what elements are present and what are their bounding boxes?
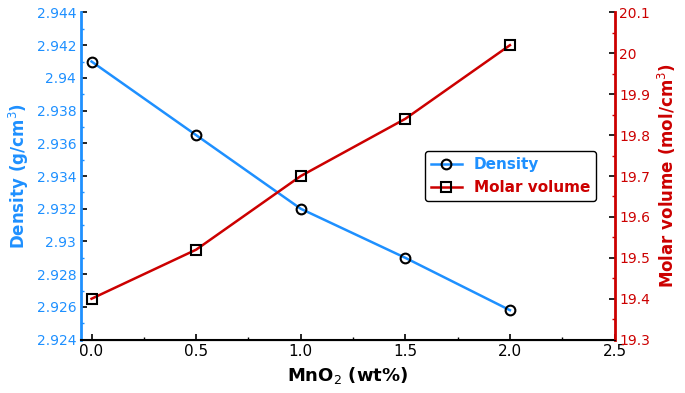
Molar volume	[506, 43, 514, 48]
Y-axis label: Molar volume (mol/cm$^3$): Molar volume (mol/cm$^3$)	[656, 64, 678, 288]
Molar volume	[297, 174, 305, 178]
Density	[401, 255, 410, 260]
Density	[192, 133, 200, 138]
Density	[297, 206, 305, 211]
X-axis label: MnO$_2$ (wt%): MnO$_2$ (wt%)	[287, 365, 408, 386]
Density	[88, 59, 96, 64]
Y-axis label: Density (g/cm$^3$): Density (g/cm$^3$)	[7, 103, 31, 249]
Molar volume	[401, 116, 410, 121]
Line: Density: Density	[87, 57, 515, 315]
Molar volume	[192, 247, 200, 252]
Line: Molar volume: Molar volume	[87, 40, 515, 304]
Molar volume	[88, 296, 96, 301]
Legend: Density, Molar volume: Density, Molar volume	[425, 151, 596, 201]
Density	[506, 308, 514, 312]
